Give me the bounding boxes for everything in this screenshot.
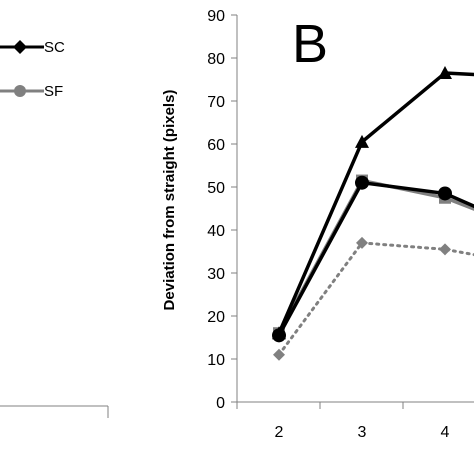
data-point-diamond-dotted (356, 236, 368, 249)
y-axis-label: Deviation from straight (pixels) (161, 90, 178, 311)
series-line-diamond-dotted (277, 241, 474, 357)
series-line-circle (277, 180, 474, 338)
x-tick-label: 4 (441, 424, 450, 441)
y-tick-label: 20 (207, 309, 225, 326)
data-point-triangle (355, 134, 369, 148)
y-tick-label: 80 (207, 51, 225, 68)
legend-marker-sc (13, 40, 27, 54)
legend-label-sf: SF (44, 83, 63, 100)
y-tick-label: 0 (216, 395, 225, 412)
y-tick-label: 10 (207, 352, 225, 369)
axes: 0 10 20 30 40 50 60 70 80 90 2 3 4 (207, 8, 474, 441)
y-tick-label: 90 (207, 8, 225, 25)
data-point-circle (438, 186, 452, 201)
panel-label: B (292, 14, 328, 74)
y-tick-label: 40 (207, 223, 225, 240)
y-tick-label: 60 (207, 137, 225, 154)
data-point-circle (355, 175, 369, 190)
y-tick-label: 30 (207, 266, 225, 283)
series-line-triangle (277, 71, 474, 335)
legend: SC SF (0, 39, 65, 100)
y-tick-label: 50 (207, 180, 225, 197)
x-tick-label: 3 (358, 424, 367, 441)
y-tick-label: 70 (207, 94, 225, 111)
legend-label-sc: SC (44, 39, 65, 56)
data-point-diamond-dotted (273, 348, 285, 361)
legend-marker-sf (14, 85, 26, 97)
data-point-triangle (438, 66, 452, 80)
data-point-diamond-dotted (439, 243, 451, 256)
data-point-triangle (272, 326, 286, 340)
x-tick-label: 2 (275, 424, 284, 441)
series-layer (272, 66, 474, 361)
